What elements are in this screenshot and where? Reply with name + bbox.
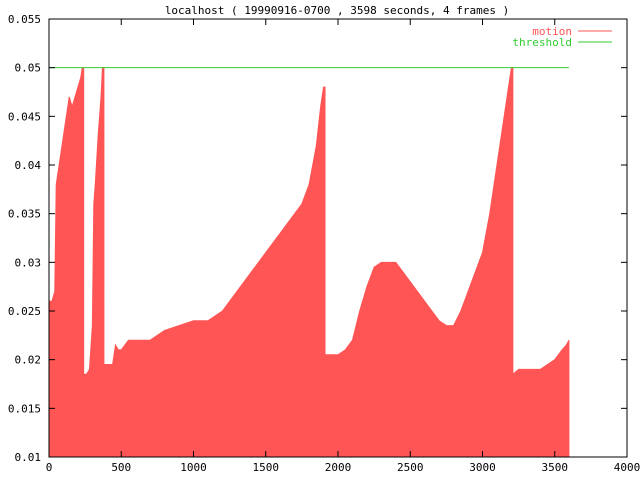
y-tick-label: 0.04 [15,159,42,172]
motion-series-area [48,67,570,458]
x-tick-label: 2500 [397,461,424,474]
x-tick-label: 1500 [253,461,280,474]
y-tick-label: 0.02 [15,354,42,367]
y-tick-label: 0.05 [15,62,42,75]
y-axis: 0.01 0.015 0.02 0.025 0.03 0.035 0.04 0.045 0.05… [8,13,627,464]
y-tick-label: 0.045 [8,110,41,123]
motion-area [48,67,570,458]
x-tick-label: 4000 [614,461,640,474]
legend-label-motion: motion [532,25,572,38]
x-axis: 0 500 1000 1500 2000 2500 3000 3500 4000 [46,19,640,474]
y-tick-label: 0.03 [15,256,42,269]
y-tick-label: 0.035 [8,208,41,221]
x-tick-label: 2000 [325,461,352,474]
legend-label-threshold: threshold [512,36,572,49]
x-tick-label: 0 [46,461,53,474]
x-tick-label: 1000 [180,461,207,474]
y-tick-label: 0.055 [8,13,41,26]
y-tick-label: 0.01 [15,451,42,464]
x-tick-label: 3000 [469,461,496,474]
y-tick-label: 0.025 [8,305,41,318]
chart-title: localhost ( 19990916-0700 , 3598 seconds… [165,4,509,17]
x-tick-label: 500 [111,461,131,474]
y-tick-label: 0.015 [8,402,41,415]
legend: motion threshold [512,25,612,49]
x-tick-label: 3500 [542,461,569,474]
